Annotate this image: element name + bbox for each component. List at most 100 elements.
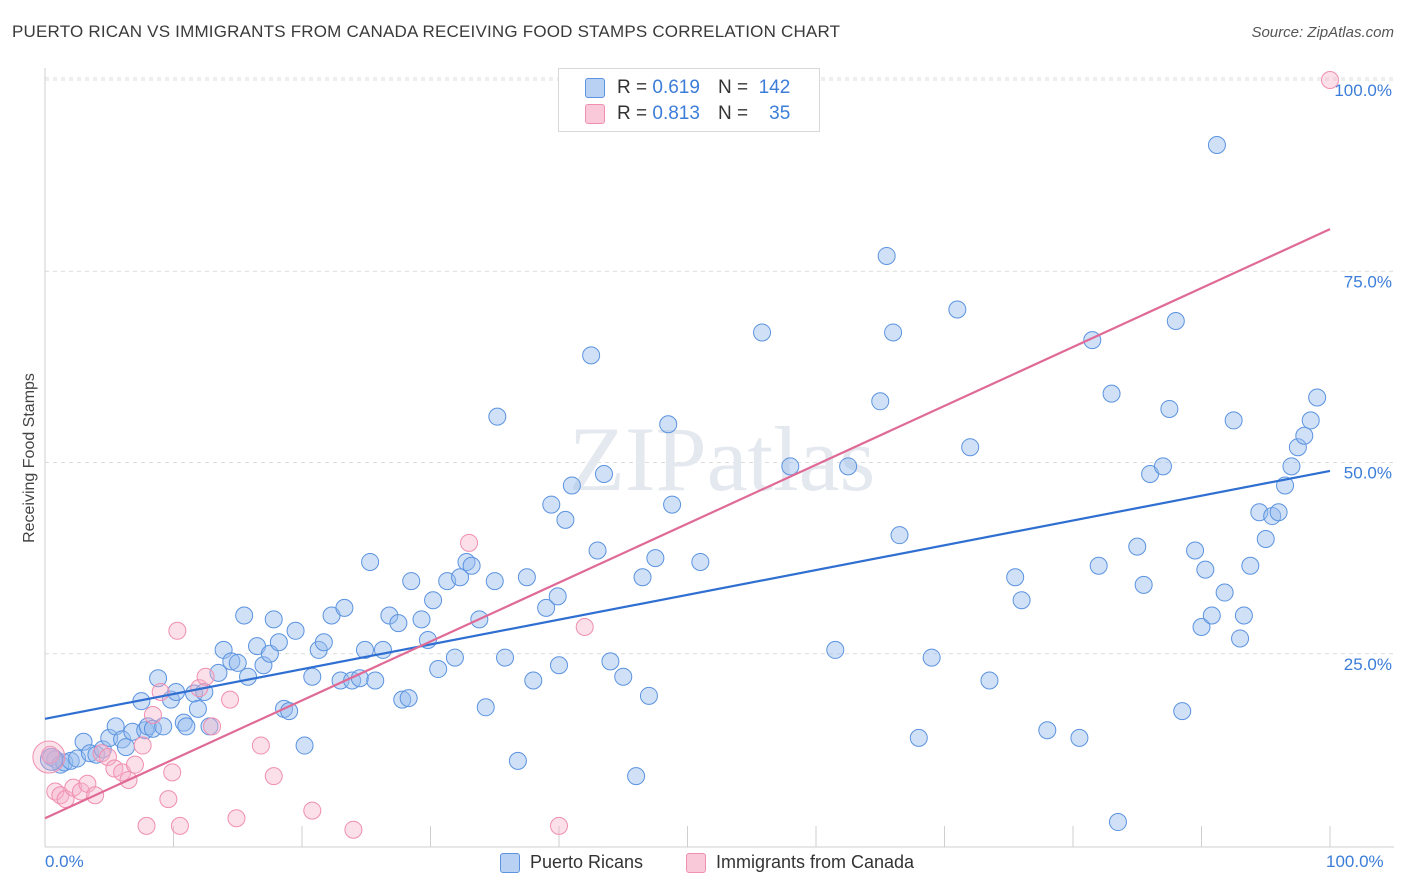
data-point	[753, 323, 772, 342]
watermark: ZIPatlas	[569, 408, 876, 510]
n-value: 142	[758, 77, 791, 98]
data-point	[1128, 537, 1147, 556]
data-point	[462, 556, 481, 575]
data-point	[116, 738, 135, 757]
legend-swatch-blue	[500, 852, 520, 873]
data-point	[639, 686, 658, 705]
data-point	[100, 728, 119, 747]
data-point	[922, 648, 941, 667]
data-point	[542, 495, 561, 514]
data-point	[980, 671, 999, 690]
data-point	[1089, 556, 1108, 575]
data-point	[74, 732, 93, 751]
data-point	[106, 717, 125, 736]
n-label: N =	[717, 103, 749, 124]
data-point	[884, 323, 903, 342]
legend-swatch-blue	[585, 78, 605, 98]
data-point	[188, 699, 207, 718]
data-point	[380, 606, 399, 625]
data-point	[550, 816, 568, 835]
data-point	[601, 652, 620, 671]
data-point	[1256, 530, 1275, 548]
grid-lines	[45, 77, 1394, 655]
data-point	[264, 767, 283, 786]
data-point	[476, 698, 495, 717]
data-point	[389, 614, 408, 633]
data-point	[485, 572, 504, 591]
data-point	[1269, 503, 1288, 522]
y-tick-label: 50.0%	[1344, 464, 1392, 483]
data-point	[264, 610, 283, 629]
data-point	[839, 457, 858, 476]
data-point	[1295, 426, 1314, 445]
n-value: 35	[769, 103, 791, 124]
data-point	[1186, 541, 1205, 560]
data-point	[412, 610, 431, 629]
series-puerto-ricans	[39, 136, 1327, 832]
data-point	[633, 568, 652, 587]
data-point-cluster	[32, 740, 66, 774]
data-point	[562, 476, 581, 495]
data-point	[550, 656, 568, 675]
data-point	[203, 717, 222, 736]
x-tick-right: 100.0%	[1326, 852, 1384, 871]
data-point	[460, 533, 479, 552]
data-point	[877, 246, 896, 265]
data-point	[221, 690, 240, 709]
data-point	[125, 755, 144, 774]
y-tick-label: 25.0%	[1344, 655, 1392, 674]
data-point	[303, 801, 322, 820]
data-point	[1012, 591, 1031, 610]
data-point	[335, 598, 354, 617]
data-point	[222, 652, 241, 671]
series-immigrants-from-canada	[32, 71, 1339, 839]
data-point	[71, 782, 90, 801]
data-point	[269, 633, 288, 652]
data-point	[445, 648, 464, 667]
data-point	[1215, 583, 1234, 602]
data-point	[1241, 556, 1260, 575]
legend-row-immigrants-from-canada: R = 0.813 N = 35	[585, 103, 790, 125]
data-point	[402, 572, 421, 591]
data-point	[451, 568, 470, 587]
data-point	[488, 407, 507, 426]
y-tick-label: 100.0%	[1334, 81, 1392, 100]
data-point	[177, 717, 196, 736]
data-point	[508, 751, 527, 770]
data-point	[1282, 457, 1301, 476]
data-point	[871, 392, 890, 411]
data-point	[948, 300, 967, 319]
legend-row-puerto-ricans: R = 0.619 N = 142	[585, 77, 790, 99]
data-point	[1108, 813, 1127, 832]
data-point	[588, 541, 607, 560]
data-point	[961, 438, 980, 457]
data-point	[594, 464, 613, 483]
legend-swatch-pink	[686, 852, 706, 873]
data-point	[196, 667, 215, 686]
data-point	[163, 763, 182, 782]
data-point	[137, 816, 156, 835]
data-point	[235, 606, 254, 625]
data-point	[1102, 384, 1121, 403]
r-value: 0.619	[652, 77, 700, 98]
data-point	[659, 415, 678, 434]
data-point	[496, 648, 515, 667]
data-point	[1202, 606, 1221, 625]
data-point	[1321, 71, 1339, 89]
data-point	[1224, 411, 1243, 430]
data-point	[154, 717, 173, 736]
trend-lines	[44, 228, 1331, 820]
data-point	[1006, 568, 1025, 587]
data-point-cluster	[39, 747, 63, 771]
data-point	[1134, 575, 1153, 594]
data-point	[399, 689, 418, 708]
data-point	[286, 621, 305, 640]
data-point	[1301, 411, 1320, 430]
data-point	[548, 587, 567, 606]
data-point	[1288, 438, 1307, 457]
data-point	[170, 816, 189, 835]
data-point	[1231, 629, 1250, 648]
data-point	[537, 598, 556, 617]
series-legend: Puerto Ricans Immigrants from Canada	[0, 852, 1406, 876]
